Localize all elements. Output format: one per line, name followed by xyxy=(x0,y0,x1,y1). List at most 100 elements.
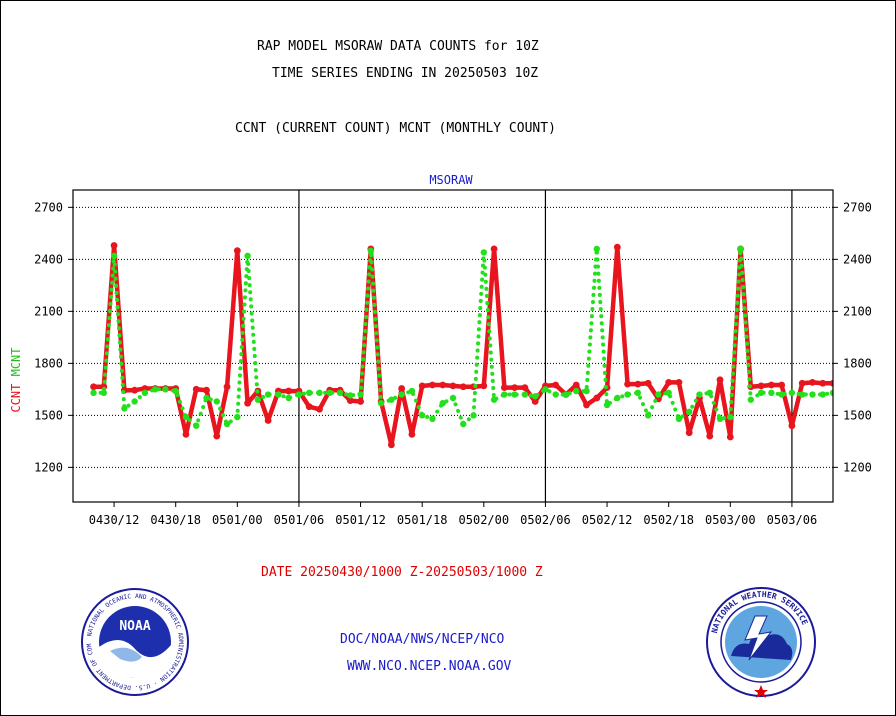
data-point-mcnt xyxy=(573,387,580,395)
data-point-ccnt xyxy=(634,380,642,388)
data-point-ccnt xyxy=(408,431,416,438)
data-point-ccnt xyxy=(316,405,323,413)
data-point-ccnt xyxy=(819,379,827,387)
title-line-2: TIME SERIES ENDING IN 20250503 10Z xyxy=(272,66,539,81)
ylabel-ccnt: CCNT xyxy=(9,384,23,413)
data-point-ccnt xyxy=(90,383,97,391)
y-tick-label-right: 2700 xyxy=(843,200,872,214)
y-tick-label-right: 2400 xyxy=(843,252,872,266)
data-point-mcnt xyxy=(213,398,220,405)
x-tick-label: 0501/12 xyxy=(335,513,386,527)
data-point-mcnt xyxy=(460,420,467,428)
data-point-ccnt xyxy=(500,384,508,391)
data-point-mcnt xyxy=(429,415,436,422)
data-point-ccnt xyxy=(665,379,673,386)
x-tick-label: 0502/12 xyxy=(582,513,633,527)
y-tick-label-left: 1500 xyxy=(34,408,63,422)
data-point-mcnt xyxy=(778,391,785,398)
data-point-ccnt xyxy=(552,381,560,389)
data-point-mcnt xyxy=(408,387,416,395)
data-point-ccnt xyxy=(264,417,272,424)
data-point-mcnt xyxy=(285,394,292,402)
data-point-mcnt xyxy=(264,391,272,398)
data-point-mcnt xyxy=(377,400,385,407)
data-point-mcnt xyxy=(819,391,826,398)
data-point-ccnt xyxy=(767,381,775,389)
data-point-mcnt xyxy=(275,391,282,398)
data-point-ccnt xyxy=(357,398,364,405)
data-point-mcnt xyxy=(244,252,251,260)
data-point-mcnt xyxy=(306,389,313,396)
data-point-mcnt xyxy=(521,391,529,398)
data-point-ccnt xyxy=(449,382,457,390)
data-point-mcnt xyxy=(768,389,775,396)
data-point-ccnt xyxy=(223,383,231,391)
data-point-ccnt xyxy=(490,245,498,253)
data-point-mcnt xyxy=(686,408,693,416)
ylabel-mcnt: MCNT xyxy=(9,347,23,376)
y-tick-label-right: 1200 xyxy=(843,460,872,474)
x-tick-label: 0502/06 xyxy=(520,513,571,527)
data-point-mcnt xyxy=(254,396,262,403)
data-point-mcnt xyxy=(593,245,600,253)
y-tick-label-right: 2100 xyxy=(843,304,872,318)
data-point-ccnt xyxy=(285,387,293,395)
data-point-ccnt xyxy=(480,382,488,390)
data-point-mcnt xyxy=(151,386,159,393)
x-tick-label: 0501/18 xyxy=(397,513,448,527)
data-point-mcnt xyxy=(172,387,179,395)
data-point-mcnt xyxy=(182,413,190,421)
data-point-mcnt xyxy=(531,393,539,400)
data-point-ccnt xyxy=(521,384,529,391)
data-point-mcnt xyxy=(696,391,703,398)
data-point-ccnt xyxy=(387,441,395,449)
data-point-ccnt xyxy=(203,386,210,394)
title-line-1: RAP MODEL MSORAW DATA COUNTS for 10Z xyxy=(257,39,539,54)
data-point-ccnt xyxy=(716,376,724,384)
data-point-ccnt xyxy=(531,398,539,405)
data-point-mcnt xyxy=(675,415,683,422)
data-point-mcnt xyxy=(398,391,405,398)
data-point-mcnt xyxy=(316,389,323,396)
y-tick-label-left: 2400 xyxy=(34,252,63,266)
data-point-mcnt xyxy=(583,387,590,395)
data-point-mcnt xyxy=(542,386,549,393)
data-point-ccnt xyxy=(788,422,796,430)
data-point-mcnt xyxy=(603,401,611,409)
data-point-ccnt xyxy=(613,243,621,251)
data-point-ccnt xyxy=(572,381,580,389)
data-point-ccnt xyxy=(829,379,833,387)
data-point-mcnt xyxy=(110,252,118,260)
data-point-mcnt xyxy=(439,400,446,407)
data-point-mcnt xyxy=(706,389,713,396)
data-point-mcnt xyxy=(357,391,364,398)
data-point-mcnt xyxy=(850,390,856,396)
data-point-mcnt xyxy=(347,392,354,399)
chart-subtitle: CCNT (CURRENT COUNT) MCNT (MONTHLY COUNT… xyxy=(235,121,556,136)
data-point-mcnt xyxy=(665,389,672,396)
data-point-ccnt xyxy=(459,383,467,391)
data-point-ccnt xyxy=(429,381,436,389)
plot-frame xyxy=(72,189,834,503)
series-mcnt xyxy=(90,245,856,429)
data-point-ccnt xyxy=(131,386,139,394)
data-point-mcnt xyxy=(798,391,806,398)
website-link[interactable]: WWW.NCO.NCEP.NOAA.GOV xyxy=(347,659,512,674)
data-point-ccnt xyxy=(233,247,241,255)
y-tick-label-left: 1200 xyxy=(34,460,63,474)
data-point-ccnt xyxy=(624,380,631,388)
data-point-mcnt xyxy=(100,389,108,396)
data-point-mcnt xyxy=(490,396,498,403)
data-point-mcnt xyxy=(162,386,169,393)
x-tick-label: 0501/00 xyxy=(212,513,263,527)
y-tick-label-right: 1800 xyxy=(843,356,872,370)
data-point-ccnt xyxy=(182,431,190,438)
data-point-mcnt xyxy=(624,391,631,398)
data-point-mcnt xyxy=(203,394,210,402)
data-point-mcnt xyxy=(788,389,796,396)
data-point-mcnt xyxy=(131,398,138,405)
data-point-ccnt xyxy=(418,382,426,390)
data-point-ccnt xyxy=(583,401,590,409)
nws-logo: NATIONAL WEATHER SERVICE xyxy=(706,587,816,698)
